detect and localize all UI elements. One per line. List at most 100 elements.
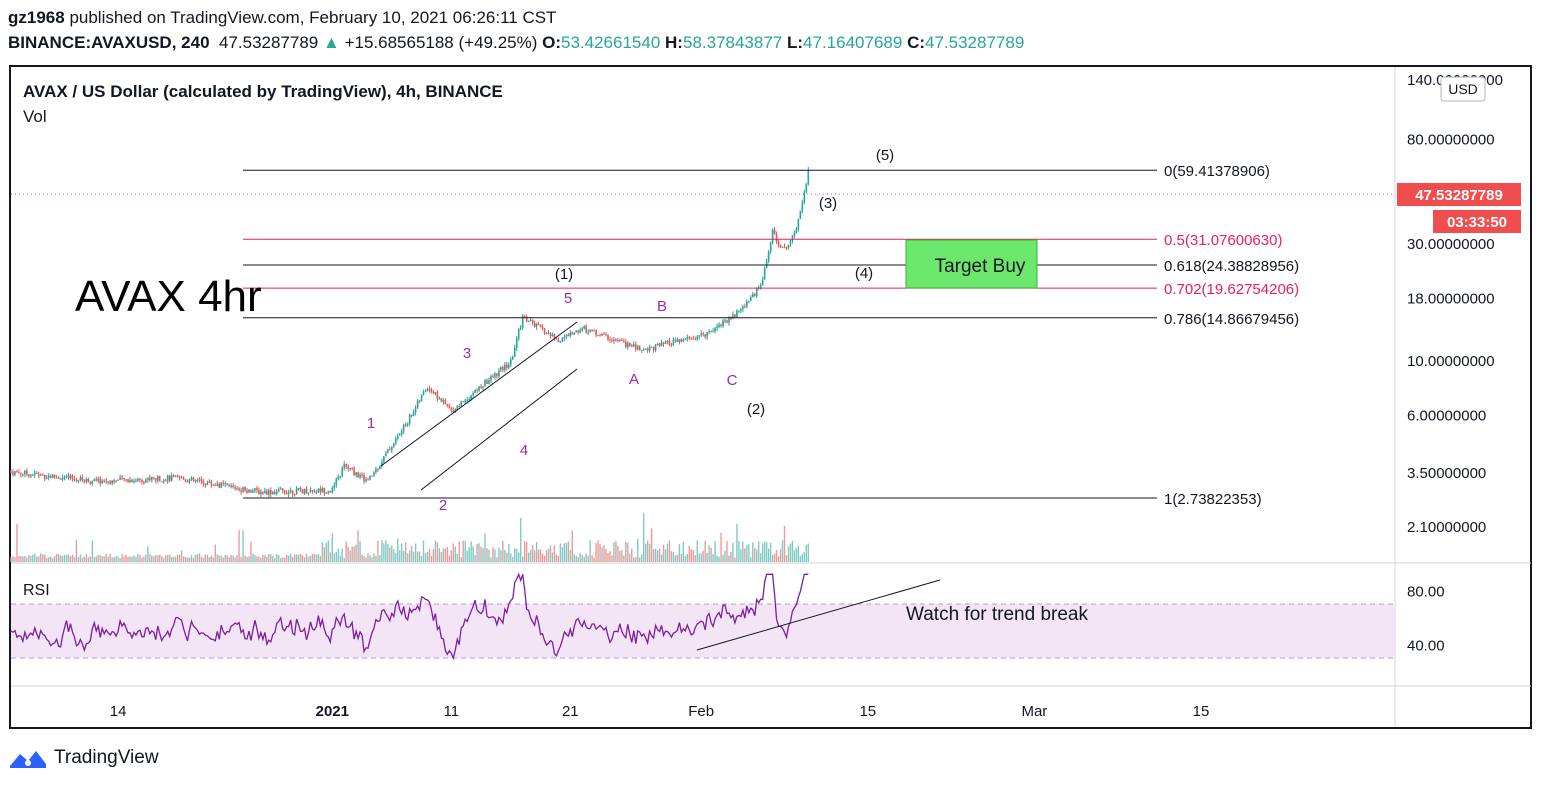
candle-body [494, 373, 496, 377]
volume-bar [557, 555, 560, 562]
candle-body [121, 477, 123, 479]
candle-body [432, 391, 435, 394]
volume-bar [545, 550, 548, 562]
volume-bar [688, 546, 690, 562]
volume-bar [438, 548, 441, 562]
candle-body [164, 480, 167, 482]
candle-body [406, 423, 409, 426]
candle-body [642, 349, 645, 351]
candle-body [807, 169, 810, 185]
candle-body [226, 483, 228, 485]
candle-body [321, 488, 324, 493]
volume-bar [793, 550, 796, 562]
candle-body [238, 488, 240, 491]
volume-bar [410, 546, 413, 562]
footer-brand[interactable]: TradingView [54, 747, 159, 768]
volume-bar [583, 556, 585, 562]
candle-body [759, 285, 762, 288]
volume-bar [97, 554, 99, 562]
volume-bar [450, 550, 452, 562]
volume-bar [595, 542, 597, 562]
candle-body [392, 443, 395, 448]
volume-bar [771, 555, 774, 562]
volume-bar [664, 549, 667, 562]
candle-body [535, 323, 538, 327]
volume-bar [686, 553, 689, 562]
currency-button[interactable] [1440, 76, 1486, 102]
volume-bar [694, 555, 696, 562]
volume-bar [91, 540, 94, 562]
candle-body [575, 330, 578, 333]
volume-bar [464, 540, 466, 562]
volume-bar [99, 555, 101, 562]
candle-body [791, 235, 794, 242]
wave-label-1: (1) [555, 266, 573, 283]
candle-body [490, 376, 492, 381]
last-price-badge [1397, 183, 1521, 206]
candle-body [317, 488, 320, 493]
volume-bar [563, 543, 566, 562]
volume-bar [607, 552, 609, 562]
candle-body [26, 470, 28, 475]
close-label: C: [907, 33, 926, 52]
volume-bar [36, 556, 38, 562]
volume-bar [389, 547, 391, 562]
candle-body [234, 487, 236, 489]
volume-bar [335, 552, 337, 562]
candle-body [309, 490, 312, 493]
volume-bar [18, 556, 20, 562]
volume-bar [654, 548, 657, 562]
volume-bar [89, 556, 92, 562]
volume-bar [442, 548, 445, 562]
candle-body [753, 294, 756, 297]
volume-bar [623, 555, 625, 562]
candle-body [442, 400, 445, 402]
volume-bar [109, 553, 111, 562]
candle-body [285, 493, 288, 495]
candle-body [323, 488, 326, 494]
volume-bar [611, 555, 613, 562]
volume-bar [127, 556, 129, 562]
volume-bar [506, 552, 508, 562]
candle-body [240, 490, 242, 492]
candle-body [214, 484, 217, 486]
change-arrow: ▲ [323, 33, 340, 52]
candle-body [579, 330, 582, 333]
candle-body [335, 478, 338, 485]
candle-body [218, 483, 221, 488]
volume-bar [476, 544, 478, 562]
volume-bar [754, 547, 756, 562]
fib-label: 0.618(24.38828956) [1164, 258, 1299, 275]
volume-bar [470, 541, 472, 562]
tradingview-logo-icon [10, 751, 46, 768]
volume-bar [395, 553, 397, 562]
volume-bar [462, 540, 464, 562]
candle-body [180, 477, 183, 479]
volume-bar [71, 554, 74, 562]
candle-body [63, 476, 66, 478]
candle-body [347, 466, 349, 469]
author: gz1968 [8, 8, 65, 27]
volume-bar [591, 554, 593, 562]
candle-body [684, 339, 687, 341]
candle-body [565, 334, 568, 337]
candle-body [182, 477, 185, 480]
candle-body [32, 474, 34, 476]
volume-bar [639, 557, 641, 562]
candle-body [53, 474, 56, 478]
candle-body [365, 479, 367, 482]
candle-body [137, 478, 139, 481]
volume-bar [26, 557, 28, 562]
time-tick-label: 21 [562, 703, 579, 720]
candle-body [410, 414, 413, 416]
candle-body [351, 467, 353, 469]
volume-bar [353, 546, 355, 562]
volume-bar [535, 541, 538, 562]
volume-bar [605, 548, 607, 562]
volume-bar [343, 557, 345, 562]
volume-bar [282, 556, 284, 562]
volume-bar [198, 553, 201, 562]
subwave-c: C [727, 372, 738, 389]
candle-body [361, 474, 363, 476]
candle-body [246, 490, 248, 493]
